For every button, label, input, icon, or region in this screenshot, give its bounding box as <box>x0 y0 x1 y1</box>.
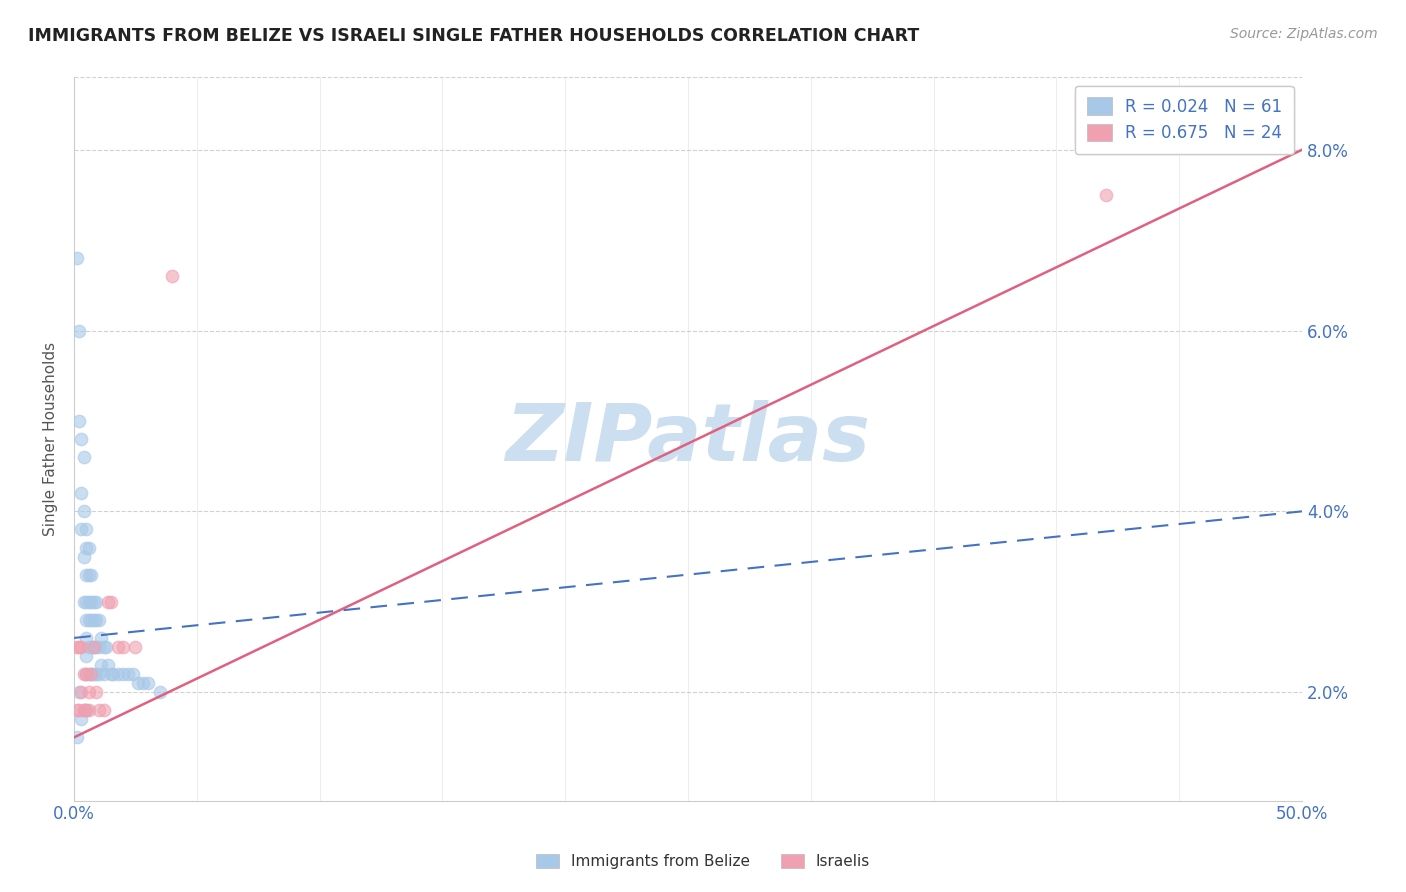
Point <box>75 703 97 717</box>
Point <box>87 613 110 627</box>
Text: IMMIGRANTS FROM BELIZE VS ISRAELI SINGLE FATHER HOUSEHOLDS CORRELATION CHART: IMMIGRANTS FROM BELIZE VS ISRAELI SINGLE… <box>28 27 920 45</box>
Point <box>162 269 184 284</box>
Point <box>75 631 97 645</box>
Point <box>87 667 110 681</box>
Point <box>84 667 107 681</box>
Point <box>87 703 110 717</box>
Point <box>93 667 115 681</box>
Point <box>73 667 96 681</box>
Point <box>67 703 90 717</box>
Point <box>80 595 103 609</box>
Point <box>75 541 97 555</box>
Point <box>84 613 107 627</box>
Y-axis label: Single Father Households: Single Father Households <box>44 342 58 536</box>
Point <box>84 685 107 699</box>
Point <box>73 703 96 717</box>
Point <box>122 667 145 681</box>
Point <box>97 658 120 673</box>
Point <box>75 523 97 537</box>
Point <box>149 685 172 699</box>
Point <box>80 667 103 681</box>
Point <box>93 703 115 717</box>
Legend: R = 0.024   N = 61, R = 0.675   N = 24: R = 0.024 N = 61, R = 0.675 N = 24 <box>1074 86 1294 153</box>
Point <box>103 667 125 681</box>
Point <box>73 504 96 518</box>
Point <box>132 676 155 690</box>
Point <box>73 703 96 717</box>
Point <box>75 613 97 627</box>
Point <box>80 567 103 582</box>
Point <box>80 640 103 654</box>
Point <box>83 640 105 654</box>
Point <box>107 640 129 654</box>
Point <box>75 703 97 717</box>
Point <box>75 667 97 681</box>
Point <box>75 567 97 582</box>
Point <box>83 595 105 609</box>
Point <box>73 450 96 464</box>
Point <box>77 613 100 627</box>
Point <box>83 613 105 627</box>
Point <box>73 549 96 564</box>
Point <box>70 432 93 446</box>
Point <box>65 703 87 717</box>
Point <box>90 658 112 673</box>
Point <box>136 676 159 690</box>
Text: ZIPatlas: ZIPatlas <box>506 400 870 478</box>
Point <box>112 640 135 654</box>
Point <box>67 324 90 338</box>
Point <box>117 667 139 681</box>
Point <box>93 640 115 654</box>
Point <box>67 640 90 654</box>
Point <box>77 595 100 609</box>
Point <box>77 567 100 582</box>
Point <box>1094 188 1116 202</box>
Point <box>77 703 100 717</box>
Point <box>75 648 97 663</box>
Point <box>70 486 93 500</box>
Legend: Immigrants from Belize, Israelis: Immigrants from Belize, Israelis <box>530 848 876 875</box>
Point <box>77 685 100 699</box>
Point <box>80 667 103 681</box>
Point <box>90 631 112 645</box>
Point <box>107 667 129 681</box>
Point <box>70 640 93 654</box>
Point <box>67 685 90 699</box>
Point <box>65 640 87 654</box>
Point <box>70 523 93 537</box>
Point <box>94 640 117 654</box>
Point <box>65 252 87 266</box>
Point <box>73 595 96 609</box>
Point <box>124 640 146 654</box>
Point <box>87 640 110 654</box>
Point <box>83 667 105 681</box>
Point <box>127 676 149 690</box>
Text: Source: ZipAtlas.com: Source: ZipAtlas.com <box>1230 27 1378 41</box>
Point <box>77 541 100 555</box>
Point <box>77 667 100 681</box>
Point <box>70 685 93 699</box>
Point <box>83 640 105 654</box>
Point <box>67 414 90 428</box>
Point <box>77 640 100 654</box>
Point <box>70 712 93 726</box>
Point <box>100 595 122 609</box>
Point <box>100 667 122 681</box>
Point <box>84 595 107 609</box>
Point <box>84 640 107 654</box>
Point <box>75 595 97 609</box>
Point <box>97 595 120 609</box>
Point <box>65 731 87 745</box>
Point <box>75 667 97 681</box>
Point <box>112 667 135 681</box>
Point <box>80 613 103 627</box>
